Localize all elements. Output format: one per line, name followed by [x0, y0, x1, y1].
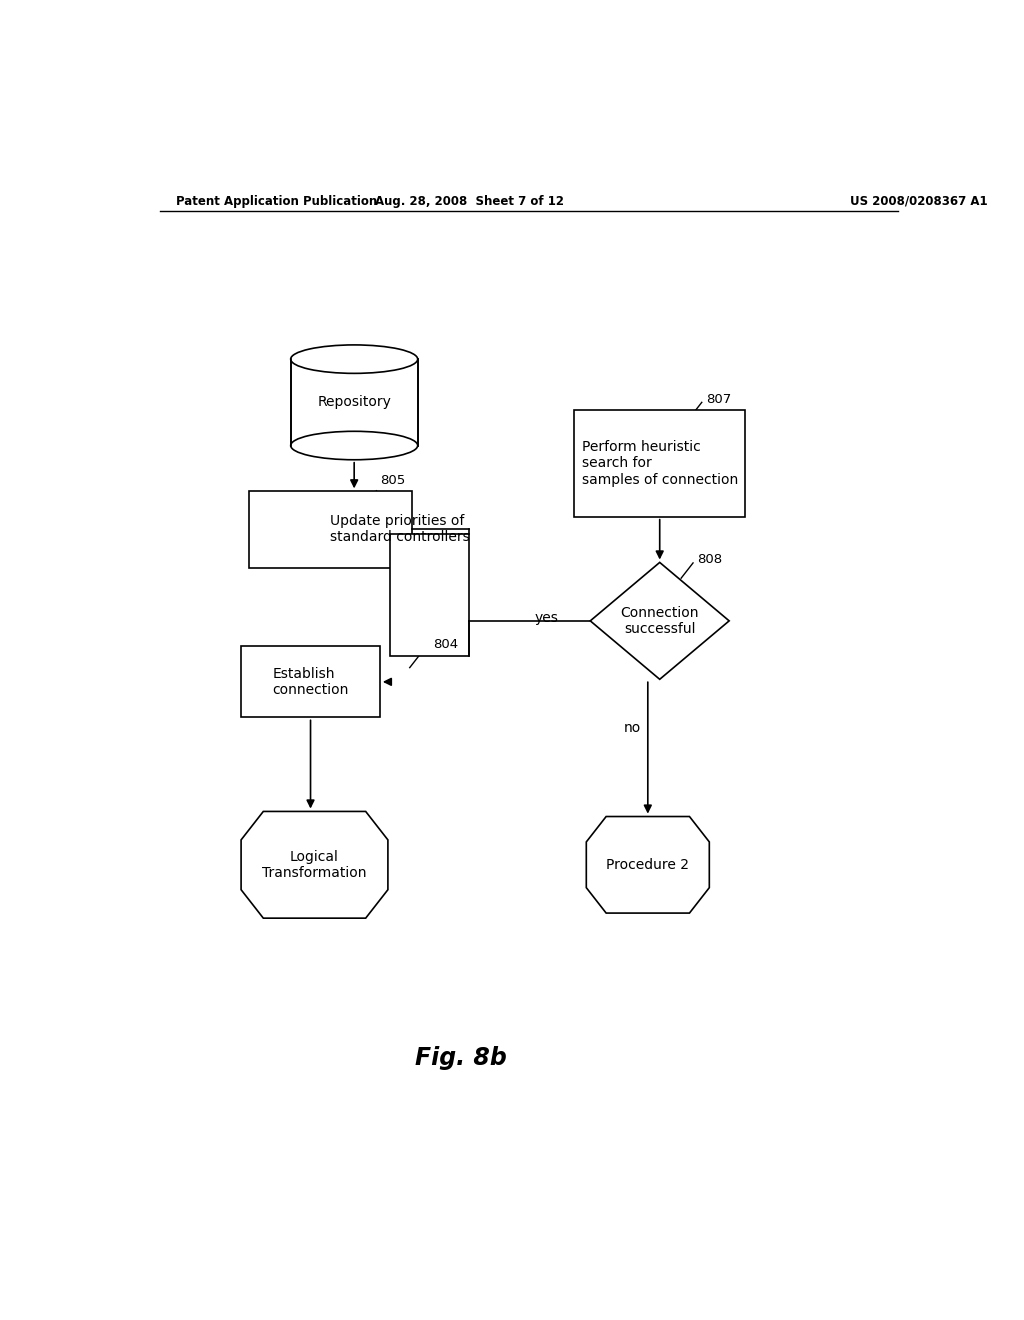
- Text: Fig. 8b: Fig. 8b: [416, 1045, 507, 1071]
- Text: Patent Application Publication: Patent Application Publication: [176, 194, 377, 207]
- Text: Logical
Transformation: Logical Transformation: [262, 850, 367, 880]
- Text: 808: 808: [697, 553, 722, 566]
- Text: 807: 807: [706, 393, 731, 405]
- Text: Procedure 2: Procedure 2: [606, 858, 689, 871]
- Text: Update priorities of
standard controllers: Update priorities of standard controller…: [331, 515, 470, 544]
- FancyBboxPatch shape: [249, 491, 412, 568]
- Text: yes: yes: [535, 611, 558, 624]
- Text: Establish
connection: Establish connection: [272, 667, 349, 697]
- Ellipse shape: [291, 432, 418, 459]
- Text: Perform heuristic
search for
samples of connection: Perform heuristic search for samples of …: [582, 440, 738, 487]
- Text: 805: 805: [380, 474, 406, 487]
- Polygon shape: [241, 812, 388, 919]
- FancyBboxPatch shape: [390, 535, 469, 656]
- Text: 804: 804: [433, 638, 459, 651]
- FancyBboxPatch shape: [241, 647, 380, 718]
- Ellipse shape: [291, 345, 418, 374]
- Text: US 2008/0208367 A1: US 2008/0208367 A1: [850, 194, 988, 207]
- Text: Connection
successful: Connection successful: [621, 606, 699, 636]
- Polygon shape: [587, 817, 710, 913]
- Text: Aug. 28, 2008  Sheet 7 of 12: Aug. 28, 2008 Sheet 7 of 12: [375, 194, 564, 207]
- Text: Repository: Repository: [317, 395, 391, 409]
- FancyBboxPatch shape: [291, 359, 418, 446]
- Polygon shape: [590, 562, 729, 680]
- Text: no: no: [624, 721, 641, 735]
- FancyBboxPatch shape: [574, 411, 745, 516]
